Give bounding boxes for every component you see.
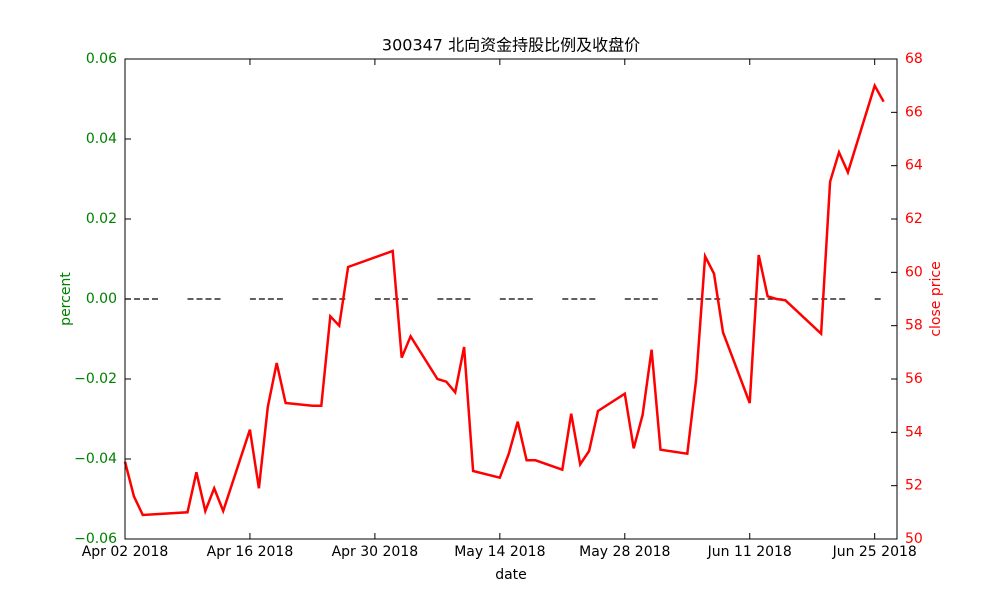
y-axis-label: percent <box>58 272 74 326</box>
line-series <box>123 82 885 517</box>
x-tick-label: Jun 25 2018 <box>832 544 917 560</box>
y-tick-label: −0.06 <box>74 531 117 547</box>
x-axis-label: date <box>495 567 527 583</box>
y2-tick-label: 64 <box>905 158 923 174</box>
y2-tick-label: 66 <box>905 104 923 120</box>
y2-tick-label: 68 <box>905 51 923 67</box>
y2-tick-label: 50 <box>905 531 923 547</box>
y2-axis-label: close price <box>928 261 944 336</box>
y-tick-label: 0.02 <box>86 211 117 227</box>
y2-tick-label: 60 <box>905 264 923 280</box>
y-tick-label: −0.04 <box>74 451 117 467</box>
y2-tick-label: 56 <box>905 371 923 387</box>
x-tick-label: May 28 2018 <box>579 544 670 560</box>
y-tick-label: −0.02 <box>74 371 117 387</box>
x-tick-label: Apr 30 2018 <box>332 544 419 560</box>
x-tick-label: May 14 2018 <box>454 544 545 560</box>
y-tick-label: 0.06 <box>86 51 117 67</box>
y2-tick-label: 58 <box>905 318 923 334</box>
chart-title: 300347 北向资金持股比例及收盘价 <box>382 36 640 55</box>
x-tick-label: Jun 11 2018 <box>707 544 792 560</box>
y-tick-label: 0.04 <box>86 131 117 147</box>
x-tick-label: Apr 02 2018 <box>82 544 169 560</box>
y-tick-label: 0.00 <box>86 291 117 307</box>
y2-tick-label: 52 <box>905 478 923 494</box>
y2-tick-label: 54 <box>905 424 923 440</box>
x-tick-label: Apr 16 2018 <box>207 544 294 560</box>
y2-tick-label: 62 <box>905 211 923 227</box>
